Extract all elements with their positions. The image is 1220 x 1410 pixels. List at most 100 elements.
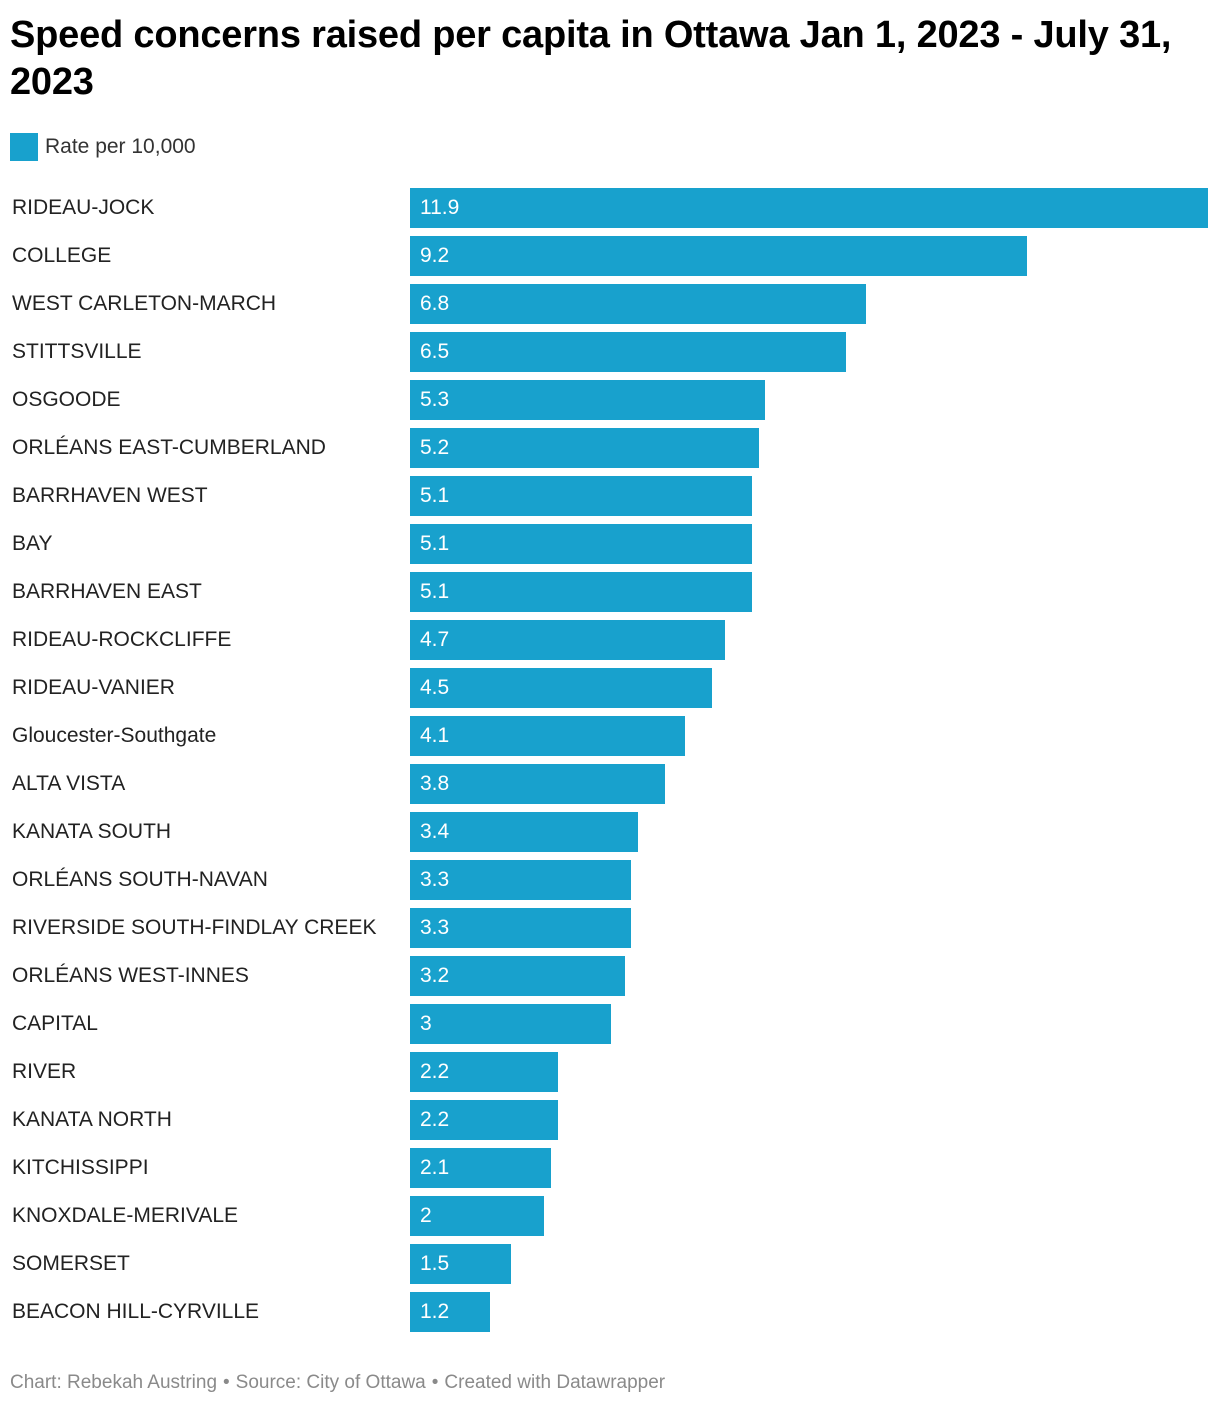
bar-chart: RIDEAU-JOCK 11.9 COLLEGE 9.2 WEST CARLETON-M… [0, 188, 1220, 1338]
category-label: BEACON HILL-CYRVILLE [12, 1300, 260, 1323]
bar-value-label: 9.2 [420, 244, 450, 267]
bar-row: KANATA NORTH 2.2 [0, 1100, 1220, 1140]
category-label: RIVERSIDE SOUTH-FINDLAY CREEK [12, 916, 377, 939]
category-label: OSGOODE [12, 388, 121, 411]
bar [410, 236, 1027, 276]
category-label: BAY [12, 532, 53, 555]
chart-footer: Chart: Rebekah Austring • Source: City of … [10, 1372, 665, 1394]
chart-title: Speed concerns raised per capita in Otta… [10, 14, 1172, 103]
bar-value-label: 4.7 [420, 628, 450, 651]
category-label: SOMERSET [12, 1252, 130, 1275]
bar [410, 1292, 490, 1332]
bar [410, 1148, 551, 1188]
bar-row: SOMERSET 1.5 [0, 1244, 1220, 1284]
category-label: Gloucester-Southgate [12, 724, 217, 747]
bar-value-label: 1.5 [420, 1252, 450, 1275]
bar-row: ORLÉANS EAST-CUMBERLAND 5.2 [0, 428, 1220, 468]
bar-value-label: 5.3 [420, 388, 450, 411]
bar [410, 188, 1208, 228]
bar [410, 1100, 558, 1140]
bar-value-label: 3.3 [420, 868, 450, 891]
bar-value-label: 5.1 [420, 484, 450, 507]
category-label: BARRHAVEN EAST [12, 580, 202, 603]
category-label: BARRHAVEN WEST [12, 484, 208, 507]
bar-value-label: 3.8 [420, 772, 450, 795]
bar [410, 908, 631, 948]
category-label: RIDEAU-ROCKCLIFFE [12, 628, 232, 651]
footer-separator: • [431, 1372, 439, 1393]
bar-row: WEST CARLETON-MARCH 6.8 [0, 284, 1220, 324]
legend-swatch [10, 133, 38, 161]
bar-value-label: 5.1 [420, 580, 450, 603]
bar [410, 1196, 544, 1236]
bar-value-label: 3.2 [420, 964, 450, 987]
category-label: RIDEAU-VANIER [12, 676, 175, 699]
bar-row: RIVER 2.2 [0, 1052, 1220, 1092]
bar-value-label: 3 [420, 1012, 432, 1035]
category-label: KITCHISSIPPI [12, 1156, 149, 1179]
category-label: KANATA SOUTH [12, 820, 172, 843]
bar-row: RIDEAU-ROCKCLIFFE 4.7 [0, 620, 1220, 660]
footer-separator: • [223, 1372, 230, 1393]
bar [410, 956, 625, 996]
bar-value-label: 5.2 [420, 436, 450, 459]
bar-row: KNOXDALE-MERIVALE 2 [0, 1196, 1220, 1236]
bar [410, 716, 685, 756]
bar [410, 620, 725, 660]
bar-row: Gloucester-Southgate 4.1 [0, 716, 1220, 756]
bar [410, 284, 866, 324]
bar-row: BAY 5.1 [0, 524, 1220, 564]
bar-row: RIDEAU-VANIER 4.5 [0, 668, 1220, 708]
bar-value-label: 1.2 [420, 1300, 450, 1323]
bar-row: BARRHAVEN WEST 5.1 [0, 476, 1220, 516]
category-label: STITTSVILLE [12, 340, 142, 363]
bar-value-label: 5.1 [420, 532, 450, 555]
bar [410, 1052, 558, 1092]
bar-row: OSGOODE 5.3 [0, 380, 1220, 420]
legend-label: Rate per 10,000 [45, 135, 196, 158]
bar-row: CAPITAL 3 [0, 1004, 1220, 1044]
category-label: CAPITAL [12, 1012, 98, 1035]
bar-value-label: 4.1 [420, 724, 450, 747]
bar [410, 812, 638, 852]
category-label: COLLEGE [12, 244, 112, 267]
category-label: KANATA NORTH [12, 1108, 172, 1131]
bar-row: RIDEAU-JOCK 11.9 [0, 188, 1220, 228]
bar [410, 1004, 611, 1044]
bar-row: BARRHAVEN EAST 5.1 [0, 572, 1220, 612]
footer-tool: Created with Datawrapper [444, 1372, 666, 1393]
bar-value-label: 2 [420, 1204, 432, 1227]
bar-value-label: 11.9 [420, 196, 460, 219]
bar [410, 476, 752, 516]
bar-value-label: 2.2 [420, 1060, 450, 1083]
bar-row: COLLEGE 9.2 [0, 236, 1220, 276]
bar [410, 764, 665, 804]
bar-value-label: 3.4 [420, 820, 450, 843]
bar-row: STITTSVILLE 6.5 [0, 332, 1220, 372]
bar-value-label: 3.3 [420, 916, 450, 939]
footer-credit: Chart: Rebekah Austring [10, 1372, 218, 1393]
bar-row: KITCHISSIPPI 2.1 [0, 1148, 1220, 1188]
category-label: ORLÉANS WEST-INNES [12, 964, 249, 987]
bar-row: BEACON HILL-CYRVILLE 1.2 [0, 1292, 1220, 1332]
bar [410, 524, 752, 564]
legend: Rate per 10,000 [10, 133, 196, 161]
bar-value-label: 2.1 [420, 1156, 450, 1179]
bar-row: ORLÉANS SOUTH-NAVAN 3.3 [0, 860, 1220, 900]
bar-row: KANATA SOUTH 3.4 [0, 812, 1220, 852]
bar-value-label: 6.5 [420, 340, 450, 363]
bar-value-label: 6.8 [420, 292, 450, 315]
category-label: ALTA VISTA [12, 772, 126, 795]
bar [410, 428, 759, 468]
bar [410, 668, 712, 708]
category-label: ORLÉANS EAST-CUMBERLAND [12, 436, 326, 459]
category-label: WEST CARLETON-MARCH [12, 292, 277, 315]
bar-value-label: 4.5 [420, 676, 450, 699]
bar [410, 572, 752, 612]
bar [410, 380, 765, 420]
bar-row: RIVERSIDE SOUTH-FINDLAY CREEK 3.3 [0, 908, 1220, 948]
footer-source: Source: City of Ottawa [235, 1372, 426, 1393]
category-label: RIVER [12, 1060, 77, 1083]
bar [410, 1244, 511, 1284]
bar-row: ORLÉANS WEST-INNES 3.2 [0, 956, 1220, 996]
